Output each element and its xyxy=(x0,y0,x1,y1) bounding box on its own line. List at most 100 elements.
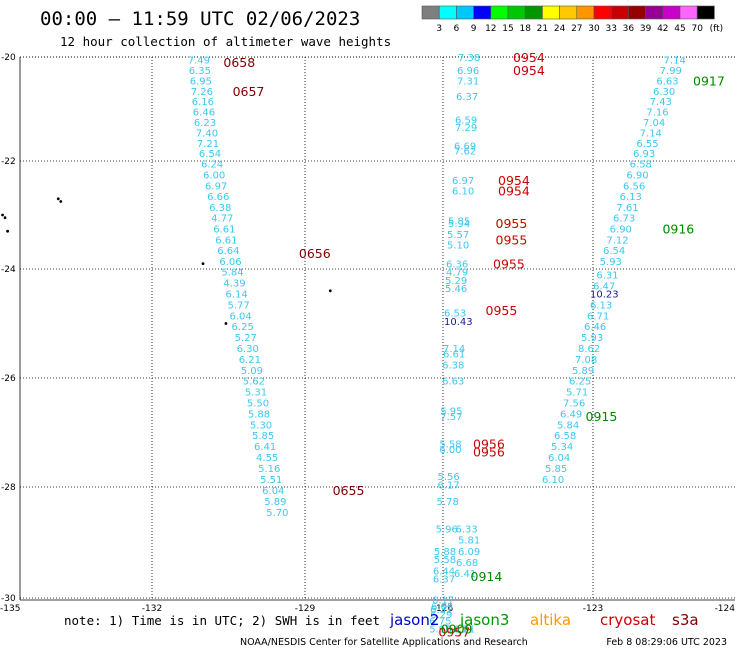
legend-swatch xyxy=(696,5,715,20)
pass-time-label: 0656 xyxy=(299,246,331,261)
swh-value: 5.46 xyxy=(445,284,467,295)
pass-time-label: 0909 xyxy=(441,621,473,636)
island-mark xyxy=(59,200,63,203)
swh-value: 5.57 xyxy=(447,230,469,241)
swh-value: 5.56 xyxy=(437,472,459,483)
legend-tick-label: 21 xyxy=(537,24,548,34)
swh-value: 5.95 xyxy=(429,624,451,635)
satellite-legend-jason2: jason2 xyxy=(389,611,439,629)
swh-value: 6.00 xyxy=(439,445,461,456)
swh-value: 6.55 xyxy=(636,139,658,150)
swh-value: 6.49 xyxy=(560,409,582,420)
swh-value: 6.58 xyxy=(554,431,576,442)
axis-ticks: -20 -22 -24 -26 -28 -30-135 -132 -129 -126 -123 -1… xyxy=(0,53,735,614)
legend-tick-label: 39 xyxy=(640,24,652,34)
swh-value: 5.27 xyxy=(235,333,257,344)
swh-value: 5.10 xyxy=(447,241,469,252)
pass-time-label: 0954 xyxy=(498,184,530,199)
legend-swatch xyxy=(507,5,526,20)
swh-value: 6.41 xyxy=(254,442,276,453)
swh-value: 6.64 xyxy=(217,246,239,257)
swh-value: 5.88 xyxy=(248,409,270,420)
satellite-legend-jason3: jason3 xyxy=(459,611,509,629)
swh-value: 6.75 xyxy=(429,616,451,627)
pass-time-label: 0655 xyxy=(333,483,365,498)
swh-value: 5.77 xyxy=(227,300,249,311)
x-tick-label: -132 xyxy=(142,604,162,614)
island-mark xyxy=(1,213,4,217)
legend-tick-label: 33 xyxy=(605,24,616,34)
swh-value: 6.29 xyxy=(430,610,452,621)
swh-value: 10.23 xyxy=(590,290,619,301)
swh-value: 5.16 xyxy=(258,464,280,475)
swh-value: 7.16 xyxy=(646,108,668,119)
y-tick-label: -22 xyxy=(1,157,16,167)
swh-value: 6.09 xyxy=(458,547,480,558)
pass-time-label: 0956 xyxy=(473,445,505,460)
swh-value: 5.95 xyxy=(440,407,462,418)
y-tick-label: -26 xyxy=(1,374,16,384)
legend-swatch xyxy=(662,5,681,20)
pass-time-label: 0955 xyxy=(486,303,518,318)
swh-value: 5.29 xyxy=(445,276,467,287)
swh-value: 6.21 xyxy=(239,355,261,366)
swh-value: 5.85 xyxy=(448,216,470,227)
swh-value: 6.06 xyxy=(219,257,241,268)
swh-value: 5.84 xyxy=(557,420,579,431)
swh-track-track-middle: 7.38 6.967.31 6.37 6.597.29 6.697.62 6.976.10… xyxy=(429,53,480,635)
legend-swatch xyxy=(576,5,595,20)
swh-value: 7.14 xyxy=(443,344,465,355)
swh-value: 6.46 xyxy=(193,108,215,119)
swh-value: 5.31 xyxy=(245,388,267,399)
chart-subtitle: 12 hour collection of altimeter wave hei… xyxy=(60,34,391,49)
swh-value: 6.97 xyxy=(452,176,474,187)
legend-swatch xyxy=(645,5,664,20)
island-mark xyxy=(201,262,205,265)
swh-track-track-west: 7.496.356.957.266.166.466.237.407.216.54… xyxy=(188,56,289,519)
legend-swatch xyxy=(559,5,578,20)
legend-tick-label: 15 xyxy=(502,24,513,34)
legend-swatch xyxy=(473,5,492,20)
pass-time-label: 0956 xyxy=(473,436,505,451)
satellite-legend-s3a: s3a xyxy=(672,611,699,629)
swh-value: 6.96 xyxy=(457,66,479,77)
swh-value: 5.34 xyxy=(551,442,573,453)
swh-value: 4.39 xyxy=(223,279,245,290)
swh-value: 7.57 xyxy=(440,412,462,423)
swh-value: 7.62 xyxy=(454,147,476,158)
legend-tick-label: 6 xyxy=(454,24,460,34)
pass-time-label: 0955 xyxy=(496,216,528,231)
swh-value: 7.40 xyxy=(196,128,218,139)
swh-value: 6.37 xyxy=(456,92,478,103)
legend-swatch xyxy=(679,5,698,20)
swh-value: 5.88 xyxy=(434,547,456,558)
swh-value: 6.10 xyxy=(542,475,564,486)
legend-tick-label: 18 xyxy=(519,24,531,34)
footer: note: 1) Time is in UTC; 2) SWH is in fe… xyxy=(64,611,727,648)
swh-value: 5.85 xyxy=(252,431,274,442)
swh-value: 6.04 xyxy=(548,453,570,464)
swh-track-track-inner: 6.335.816.096.686.41 xyxy=(454,525,480,580)
swh-value: 5.81 xyxy=(458,536,480,547)
color-legend: 3 6 9 12 15 18 21 24 27 30 33 36 39 42 45 70 (ft) xyxy=(421,5,723,34)
swh-value: 5.89 xyxy=(572,366,594,377)
swh-value: 6.38 xyxy=(209,203,231,214)
pass-time-label: 0954 xyxy=(498,173,530,188)
legend-tick-label: 27 xyxy=(571,24,582,34)
swh-value: 7.12 xyxy=(606,235,628,246)
pass-time-label: 0955 xyxy=(496,232,528,247)
pass-time-label: 0957 xyxy=(438,625,470,640)
swh-value: 7.43 xyxy=(650,97,672,108)
island-mark xyxy=(224,322,228,325)
swh-value: 6.24 xyxy=(201,160,223,171)
swh-value: 5.89 xyxy=(264,497,286,508)
legend-swatch xyxy=(628,5,646,20)
swh-value: 5.85 xyxy=(545,464,567,475)
pass-time-label: 0915 xyxy=(586,409,618,424)
swh-value: 6.17 xyxy=(446,624,468,635)
pass-time-label: 0917 xyxy=(693,73,725,88)
swh-value: 6.16 xyxy=(192,97,214,108)
swh-value: 7.56 xyxy=(563,399,585,410)
swh-value: 6.04 xyxy=(262,486,284,497)
